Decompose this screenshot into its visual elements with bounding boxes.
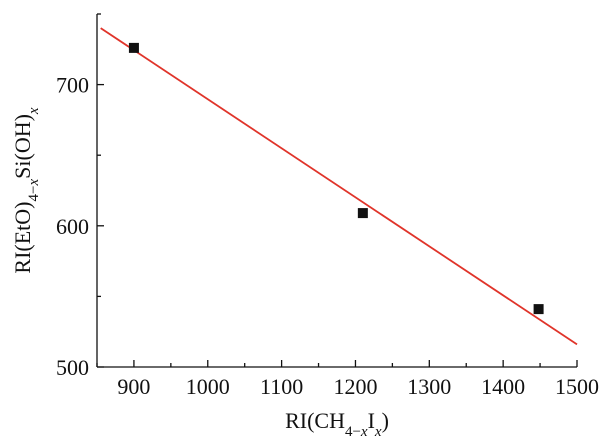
data-point: [128, 42, 139, 53]
x-tick-label: 1000: [186, 374, 230, 399]
y-ticks: 500 600 700: [56, 13, 104, 380]
x-tick-label: 1300: [407, 374, 451, 399]
x-tick-label: 1500: [555, 374, 599, 399]
y-title-mid: Si(OH): [10, 114, 35, 179]
y-tick-label: 700: [56, 73, 89, 98]
x-ticks: 900 1000 1100 1200 1300 1400 1500: [96, 360, 599, 399]
data-point: [357, 208, 368, 219]
y-title-sub1-italic: x: [26, 179, 42, 187]
x-tick-label: 1400: [481, 374, 525, 399]
x-tick-label: 900: [117, 374, 150, 399]
y-title-sub1: 4−: [26, 186, 42, 202]
x-title-sub1-italic: x: [360, 424, 368, 439]
x-title-end: ): [382, 408, 389, 433]
x-tick-label: 1200: [333, 374, 377, 399]
x-title-mid: I: [368, 408, 375, 433]
data-point: [533, 304, 544, 315]
fit-line: [100, 27, 578, 346]
y-tick-label: 600: [56, 214, 89, 239]
y-axis-title: RI(EtO)4−xSi(OH)x: [10, 107, 42, 274]
plot-area: [100, 27, 578, 346]
x-title-sub2-italic: x: [374, 424, 382, 439]
x-title-sub1: 4−: [345, 424, 361, 439]
x-title-base: RI(CH: [285, 408, 345, 433]
x-axis-title: RI(CH4−xIx): [285, 408, 389, 439]
y-title-sub2-italic: x: [26, 107, 42, 115]
x-tick-label: 1100: [260, 374, 303, 399]
y-title-base: RI(EtO): [10, 202, 35, 274]
y-tick-label: 500: [56, 355, 89, 380]
axes: [96, 14, 577, 368]
